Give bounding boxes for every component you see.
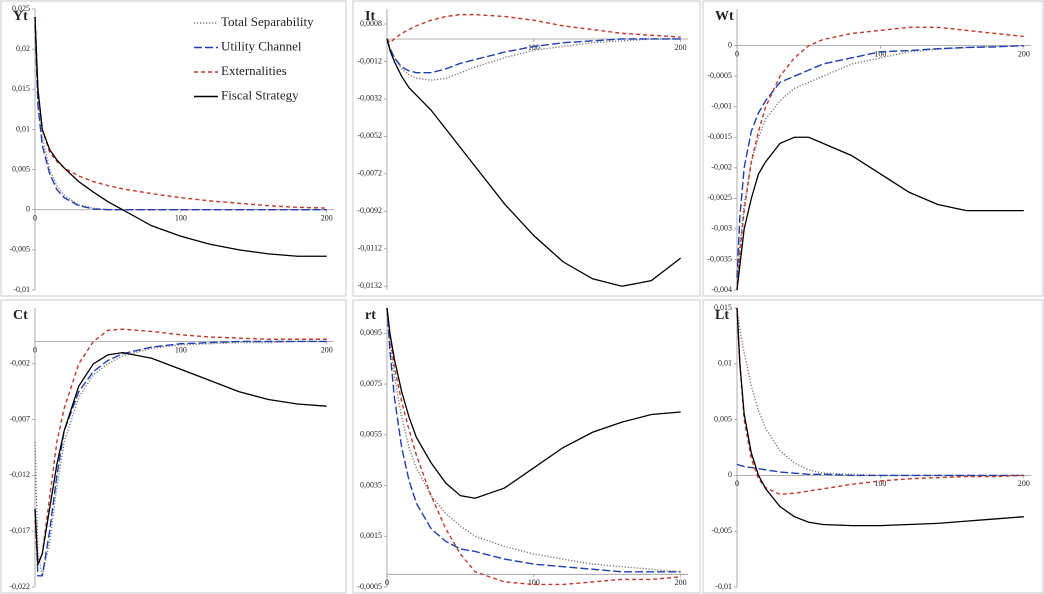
y-tick-label: -0,002: [9, 359, 30, 368]
y-tick-label: 0,0055: [360, 430, 382, 439]
y-tick-label: 0,025: [12, 4, 30, 13]
y-tick-label: 0: [26, 205, 30, 214]
y-tick-label: 0,0075: [360, 379, 382, 388]
x-tick-label: 100: [874, 49, 886, 58]
y-tick-label: 0,005: [714, 414, 732, 423]
panel-border: [0, 0, 347, 297]
y-tick-label: -0,0092: [357, 206, 382, 215]
x-tick-label: 200: [321, 345, 333, 354]
y-tick-label: -0,0032: [357, 94, 382, 103]
series-line: [34, 351, 327, 565]
series-line: [736, 307, 1024, 496]
panel-title: Wt: [715, 9, 734, 24]
x-tick-label: 200: [321, 214, 333, 223]
series-line: [386, 307, 681, 499]
y-tick-label: -0,0112: [358, 244, 382, 253]
series-line: [34, 17, 327, 257]
y-tick-label: -0,01: [715, 582, 732, 591]
y-tick-label: -0,017: [9, 526, 30, 535]
series-line: [386, 307, 681, 573]
y-tick-label: 0,0035: [360, 480, 382, 489]
panel-border: [352, 0, 701, 297]
panel-border: [702, 0, 1044, 297]
x-tick-label: 200: [675, 43, 687, 52]
y-tick-label: -0,0025: [707, 193, 732, 202]
x-tick-label: 200: [675, 578, 687, 587]
y-tick-label: -0,003: [711, 224, 732, 233]
series-line: [736, 307, 1024, 477]
panel-title: rt: [365, 308, 376, 323]
y-tick-label: -0,0132: [357, 281, 382, 290]
series-line: [34, 340, 327, 577]
x-tick-label: 200: [1018, 479, 1030, 488]
panel-title: Ct: [13, 308, 28, 323]
series-line: [736, 26, 1024, 291]
y-tick-label: -0,0005: [707, 71, 732, 80]
y-tick-label: -0,0052: [357, 131, 382, 140]
x-tick-label: 100: [528, 43, 540, 52]
y-tick-label: -0,002: [711, 163, 732, 172]
y-tick-label: 0,0095: [360, 328, 382, 337]
y-tick-label: 0: [728, 40, 732, 49]
y-tick-label: 0,0008: [360, 19, 382, 28]
series-line: [736, 44, 1024, 278]
x-tick-label: 100: [175, 214, 187, 223]
y-tick-label: -0,005: [711, 526, 732, 535]
x-tick-label: 200: [1018, 49, 1030, 58]
y-tick-label: 0,005: [12, 164, 30, 173]
panel-border: [702, 299, 1044, 594]
y-tick-label: 0,02: [16, 44, 30, 53]
y-tick-label: -0,0072: [357, 169, 382, 178]
series-line: [736, 44, 1024, 284]
y-tick-label: 0,015: [12, 84, 30, 93]
series-line: [736, 463, 1024, 477]
series-line: [34, 340, 327, 576]
x-tick-label: 100: [175, 345, 187, 354]
panel-title: Yt: [13, 9, 28, 24]
series-line: [386, 38, 682, 287]
y-tick-label: -0,022: [9, 582, 30, 591]
series-line: [386, 38, 681, 81]
series-line: [386, 307, 681, 573]
series-line: [736, 307, 1024, 527]
y-tick-label: -0,012: [9, 470, 30, 479]
y-tick-label: 0,015: [714, 303, 732, 312]
x-tick-label: 100: [528, 578, 540, 587]
y-tick-label: 0,01: [718, 359, 732, 368]
x-tick-label: 0: [735, 49, 739, 58]
legend-label: Total Separability: [221, 14, 314, 29]
y-tick-label: -0,0015: [707, 132, 732, 141]
x-tick-label: 0: [33, 214, 37, 223]
series-line: [386, 38, 681, 74]
y-tick-label: 0: [728, 470, 732, 479]
y-tick-label: -0,01: [13, 285, 30, 294]
y-tick-label: -0,005: [9, 245, 30, 254]
legend-label: Externalities: [221, 63, 287, 78]
series-line: [386, 307, 681, 586]
x-tick-label: 100: [874, 479, 886, 488]
series-line: [34, 25, 327, 211]
series-line: [736, 136, 1024, 291]
series-line: [386, 13, 681, 44]
y-tick-label: -0,0005: [357, 582, 382, 591]
legend-label: Fiscal Strategy: [221, 87, 299, 102]
x-tick-label: 0: [735, 479, 739, 488]
y-tick-label: -0,0035: [707, 254, 732, 263]
legend-label: Utility Channel: [221, 38, 302, 53]
panel-border: [352, 299, 701, 594]
y-tick-label: -0,004: [711, 285, 732, 294]
y-tick-label: -0,007: [9, 414, 30, 423]
y-tick-label: 0,0015: [360, 531, 382, 540]
y-tick-label: -0,001: [711, 102, 732, 111]
x-tick-label: 0: [33, 345, 37, 354]
x-tick-label: 0: [385, 578, 389, 587]
series-line: [34, 328, 327, 565]
y-tick-label: -0,0012: [357, 56, 382, 65]
panel-title: Lt: [715, 308, 729, 323]
panel-border: [0, 299, 347, 594]
y-tick-label: 0,01: [16, 124, 30, 133]
panel-title: It: [365, 9, 375, 24]
